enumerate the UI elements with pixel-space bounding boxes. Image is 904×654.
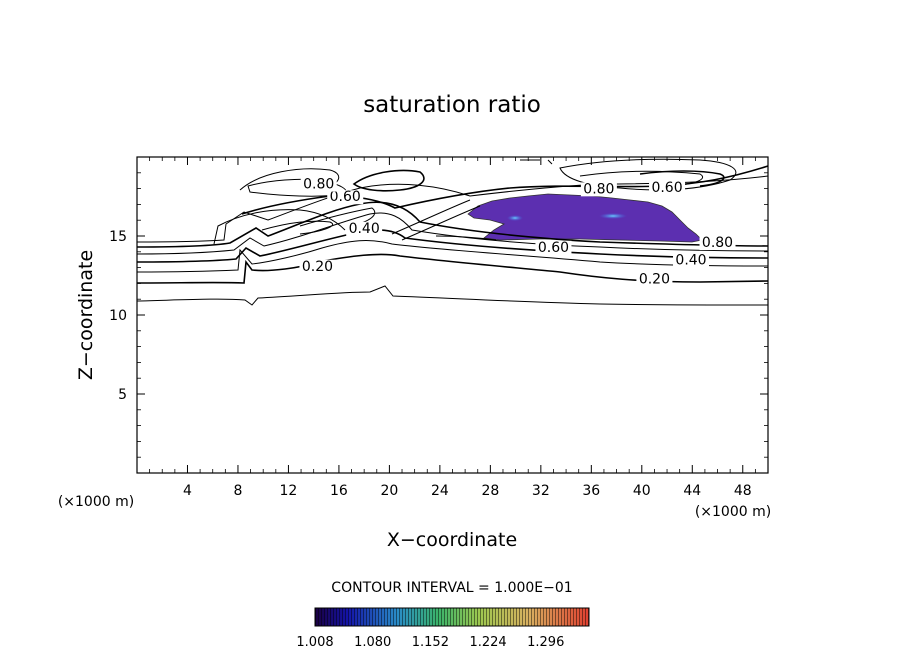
contour-label-bg bbox=[535, 240, 572, 255]
colorbar-tick-label: 1.296 bbox=[527, 635, 564, 650]
x-tick-label: 8 bbox=[233, 483, 242, 499]
contour-label: 0.80 bbox=[303, 177, 334, 193]
x-tick-label: 28 bbox=[481, 483, 499, 499]
contour-label: 0.40 bbox=[349, 221, 380, 237]
shaded-region bbox=[467, 193, 703, 243]
contour-label: 0.20 bbox=[302, 259, 333, 275]
colorbar-tick-label: 1.080 bbox=[354, 635, 391, 650]
contour-label-bg bbox=[327, 190, 364, 205]
contour-label-bg bbox=[300, 177, 337, 192]
x-tick-label: 48 bbox=[734, 483, 752, 499]
colorbar-frame bbox=[314, 607, 590, 627]
x-unit-label: (×1000 m) bbox=[695, 504, 771, 520]
contour-label-bg bbox=[673, 253, 710, 268]
colorbar-tick-label: 1.152 bbox=[412, 635, 449, 650]
contour-label-bg bbox=[636, 272, 673, 287]
contour-label: 0.80 bbox=[583, 181, 614, 197]
colorbar: 1.008 1.080 1.152 1.224 1.296 bbox=[296, 607, 590, 650]
axis-minor-ticks bbox=[137, 157, 768, 473]
contour-label-bg bbox=[580, 182, 617, 197]
contour-label-bg bbox=[299, 259, 336, 274]
plot-frame bbox=[136, 156, 769, 474]
y-tick-label: 10 bbox=[109, 308, 127, 324]
x-tick-label: 32 bbox=[532, 483, 550, 499]
y-tick-label: 15 bbox=[109, 229, 127, 245]
x-tick-label: 12 bbox=[280, 483, 298, 499]
hot-spot bbox=[599, 213, 627, 219]
contour-label-bg bbox=[649, 180, 686, 195]
contour-label-bg bbox=[699, 236, 736, 251]
x-tick-label: 24 bbox=[431, 483, 449, 499]
chart-title: saturation ratio bbox=[363, 92, 541, 118]
axis-ticks bbox=[137, 157, 768, 473]
y-tick-label: 5 bbox=[118, 387, 127, 403]
x-tick-label: 40 bbox=[633, 483, 651, 499]
hot-spot bbox=[507, 215, 523, 221]
contour-label: 0.60 bbox=[538, 240, 569, 256]
y-axis-label: Z−coordinate bbox=[75, 250, 97, 380]
contour-label: 0.60 bbox=[651, 180, 682, 196]
x-tick-label: 36 bbox=[582, 483, 600, 499]
x-tick-label: 16 bbox=[330, 483, 348, 499]
plot-area: 0.200.400.600.800.60 0.800.400.200.80 0.60 bbox=[136, 156, 769, 474]
contour-label-bg bbox=[346, 221, 383, 236]
contour-label: 0.80 bbox=[702, 235, 733, 251]
x-tick-label: 20 bbox=[380, 483, 398, 499]
y-unit-label: (×1000 m) bbox=[58, 494, 134, 510]
contour-label: 0.20 bbox=[639, 271, 670, 287]
colorbar-tick-label: 1.224 bbox=[469, 635, 506, 650]
x-tick-label: 4 bbox=[183, 483, 192, 499]
x-tick-label: 44 bbox=[683, 483, 701, 499]
x-axis-label: X−coordinate bbox=[387, 529, 517, 551]
colorbar-stripes bbox=[315, 608, 589, 626]
contour-label: 0.40 bbox=[675, 252, 706, 268]
contour-interval: CONTOUR INTERVAL = 1.000E−01 bbox=[331, 580, 572, 596]
colorbar-tick-label: 1.008 bbox=[296, 635, 333, 650]
contour-label: 0.60 bbox=[330, 189, 361, 205]
